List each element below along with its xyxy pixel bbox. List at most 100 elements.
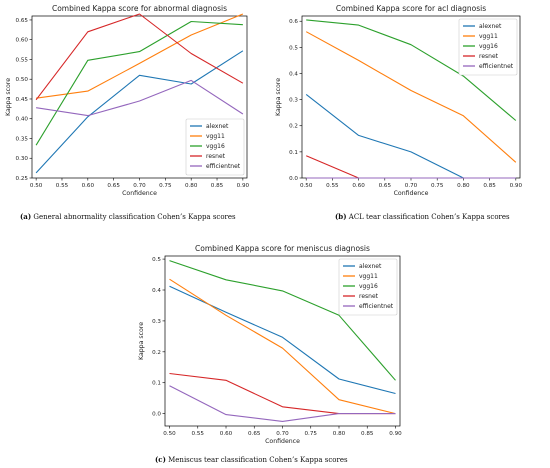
legend-label-resnet: resnet xyxy=(359,293,379,300)
y-tick-label: 0.2 xyxy=(152,350,161,356)
x-tick-label: 0.75 xyxy=(431,183,444,189)
legend-label-alexnet: alexnet xyxy=(206,123,229,130)
series-line-alexnet xyxy=(305,93,516,179)
legend-label-vgg11: vgg11 xyxy=(479,33,498,40)
x-tick-label: 0.80 xyxy=(457,183,470,189)
x-tick-label: 0.65 xyxy=(379,183,392,189)
caption-b-text: ACL tear classification Cohen’s Kappa sc… xyxy=(348,213,510,221)
x-axis-label: Confidence xyxy=(394,190,429,197)
x-tick-label: 0.80 xyxy=(185,183,198,189)
series-line-efficientnet xyxy=(36,79,244,117)
legend-label-vgg11: vgg11 xyxy=(206,133,225,140)
caption-b: (b) ACL tear classification Cohen’s Kapp… xyxy=(335,212,510,221)
y-tick-label: 0.4 xyxy=(289,71,298,77)
legend-label-resnet: resnet xyxy=(479,53,499,60)
series-line-resnet xyxy=(35,13,244,101)
legend-label-efficientnet: efficientnet xyxy=(359,303,394,310)
series-line-vgg16 xyxy=(35,20,243,146)
series-line-alexnet xyxy=(35,50,244,174)
chart-title: Combined Kappa score for meniscus diagno… xyxy=(195,244,370,253)
caption-c-tag: (c) xyxy=(155,455,166,464)
x-tick-label: 0.90 xyxy=(510,183,523,189)
x-tick-label: 0.70 xyxy=(133,183,146,189)
y-tick-label: 0.3 xyxy=(289,98,298,104)
caption-a-tag: (a) xyxy=(20,212,32,221)
legend-box xyxy=(458,18,518,76)
series-line-resnet xyxy=(305,155,359,179)
legend-label-vgg16: vgg16 xyxy=(359,283,378,290)
legend-box xyxy=(185,118,245,176)
series-line-efficientnet xyxy=(169,385,396,422)
y-tick-label: 0.0 xyxy=(289,176,298,182)
x-tick-label: 0.50 xyxy=(30,183,43,189)
x-tick-label: 0.65 xyxy=(107,183,120,189)
x-tick-label: 0.60 xyxy=(220,431,233,437)
x-tick-label: 0.85 xyxy=(211,183,224,189)
acl-kappa-chart: Combined Kappa score for acl diagnosis 0.… xyxy=(275,4,523,197)
legend-label-efficientnet: efficientnet xyxy=(479,63,514,70)
series-line-vgg11 xyxy=(36,13,244,99)
x-tick-label: 0.85 xyxy=(483,183,496,189)
y-tick-label: 0.45 xyxy=(16,97,29,103)
caption-b-tag: (b) xyxy=(335,212,347,221)
meniscus-kappa-chart: Combined Kappa score for meniscus diagno… xyxy=(138,244,402,445)
y-tick-label: 0.50 xyxy=(16,77,29,83)
y-tick-label: 0.5 xyxy=(152,257,161,263)
y-tick-label: 0.4 xyxy=(152,288,161,294)
x-tick-label: 0.90 xyxy=(389,431,402,437)
x-axis-label: Confidence xyxy=(265,438,300,445)
x-tick-label: 0.55 xyxy=(56,183,69,189)
x-tick-label: 0.60 xyxy=(352,183,365,189)
caption-c-text: Meniscus tear classification Cohen’s Kap… xyxy=(168,456,348,464)
y-tick-label: 0.35 xyxy=(16,136,29,142)
legend-label-vgg16: vgg16 xyxy=(479,43,498,50)
y-tick-label: 0.1 xyxy=(289,150,298,156)
x-tick-label: 0.75 xyxy=(159,183,172,189)
caption-a-text: General abnormality classification Cohen… xyxy=(33,213,236,221)
y-axis-label: Kappa score xyxy=(275,78,282,116)
x-tick-label: 0.60 xyxy=(82,183,95,189)
x-axis-label: Confidence xyxy=(122,190,157,197)
legend-label-resnet: resnet xyxy=(206,153,226,160)
x-tick-label: 0.55 xyxy=(326,183,339,189)
chart-title: Combined Kappa score for abnormal diagno… xyxy=(52,4,227,13)
y-tick-label: 0.2 xyxy=(289,124,298,130)
y-axis-label: Kappa score xyxy=(5,78,12,116)
x-tick-label: 0.85 xyxy=(361,431,374,437)
legend-box xyxy=(338,258,398,316)
y-tick-label: 0.0 xyxy=(152,412,161,418)
y-tick-label: 0.1 xyxy=(152,381,161,387)
series-line-vgg16 xyxy=(169,260,396,381)
x-tick-label: 0.50 xyxy=(163,431,176,437)
series-line-resnet xyxy=(169,372,396,415)
y-tick-label: 0.65 xyxy=(16,18,29,24)
y-axis-label: Kappa score xyxy=(138,322,145,360)
y-tick-label: 0.40 xyxy=(16,117,29,123)
y-tick-label: 0.3 xyxy=(152,319,161,325)
legend-label-vgg11: vgg11 xyxy=(359,273,378,280)
caption-c: (c) Meniscus tear classification Cohen’s… xyxy=(155,455,348,464)
y-tick-label: 0.6 xyxy=(289,19,298,25)
y-tick-label: 0.55 xyxy=(16,57,29,63)
series-line-vgg16 xyxy=(306,19,517,121)
x-tick-label: 0.75 xyxy=(305,431,318,437)
x-tick-label: 0.55 xyxy=(192,431,205,437)
chart-title: Combined Kappa score for acl diagnosis xyxy=(336,4,486,13)
abnormal-kappa-chart: Combined Kappa score for abnormal diagno… xyxy=(5,4,250,197)
x-tick-label: 0.65 xyxy=(248,431,261,437)
legend-label-alexnet: alexnet xyxy=(479,23,502,30)
x-tick-label: 0.70 xyxy=(405,183,418,189)
series-line-vgg11 xyxy=(169,278,396,415)
legend-label-efficientnet: efficientnet xyxy=(206,163,241,170)
x-tick-label: 0.80 xyxy=(333,431,346,437)
x-tick-label: 0.90 xyxy=(237,183,250,189)
y-tick-label: 0.5 xyxy=(289,45,298,51)
legend-label-alexnet: alexnet xyxy=(359,263,382,270)
legend-label-vgg16: vgg16 xyxy=(206,143,225,150)
x-tick-label: 0.50 xyxy=(300,183,313,189)
y-tick-label: 0.25 xyxy=(16,176,29,182)
y-tick-label: 0.60 xyxy=(16,38,29,44)
y-tick-label: 0.30 xyxy=(16,156,29,162)
caption-a: (a) General abnormality classification C… xyxy=(20,212,236,221)
x-tick-label: 0.70 xyxy=(276,431,289,437)
